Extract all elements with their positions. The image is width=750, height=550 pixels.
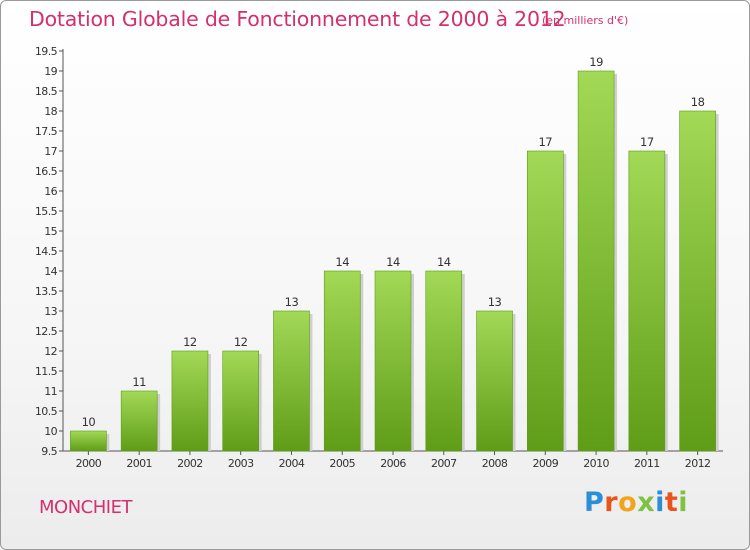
y-tick-label: 14.5 (35, 245, 58, 258)
y-tick-label: 15 (44, 225, 57, 238)
bar-2010 (577, 70, 615, 452)
logo-letter: P (584, 487, 605, 518)
data-label-2012: 18 (691, 95, 705, 109)
x-tick-label: 2008 (482, 457, 508, 470)
logo-letter: x (637, 487, 656, 518)
y-tick-label: 13 (44, 305, 57, 318)
y-tick-label: 10.5 (35, 405, 58, 418)
data-label-2011: 17 (640, 135, 654, 149)
bar-2011 (628, 150, 666, 452)
chart-subtitle: (en milliers d'€) (542, 14, 629, 27)
bar-2008 (476, 310, 513, 452)
y-tick-label: 13.5 (35, 285, 58, 298)
y-tick-label: 12.5 (35, 325, 58, 338)
data-label-2004: 13 (285, 295, 299, 309)
bar-2005 (323, 270, 361, 452)
y-tick-label: 11.5 (35, 365, 58, 378)
data-label-2005: 14 (335, 255, 349, 269)
y-tick-label: 15.5 (35, 205, 58, 218)
bar-2000 (70, 430, 107, 452)
x-tick-label: 2009 (533, 457, 559, 470)
data-label-2001: 11 (132, 375, 146, 389)
logo-letter: o (618, 487, 638, 518)
x-tick-label: 2001 (126, 457, 152, 470)
x-tick-label: 2003 (228, 457, 254, 470)
x-tick-label: 2002 (177, 457, 203, 470)
bar-2006 (374, 270, 412, 452)
y-tick-label: 18.5 (35, 85, 58, 98)
y-tick-label: 14 (44, 265, 57, 278)
y-tick-label: 19.5 (35, 45, 58, 58)
x-tick-label: 2007 (431, 457, 457, 470)
commune-name: MONCHIET (39, 497, 132, 518)
y-tick-label: 16.5 (35, 165, 58, 178)
y-tick-label: 18 (44, 105, 57, 118)
y-tick-label: 16 (44, 185, 57, 198)
y-tick-label: 10 (44, 425, 57, 438)
x-tick-label: 2012 (685, 457, 711, 470)
bar-2012 (679, 110, 716, 452)
data-label-2008: 13 (488, 295, 502, 309)
data-label-2000: 10 (82, 415, 96, 429)
y-tick-label: 17.5 (35, 125, 58, 138)
logo-letter: r (604, 487, 619, 518)
bar-2003 (222, 350, 259, 452)
chart-title: Dotation Globale de Fonctionnement de 20… (29, 7, 566, 31)
y-tick-label: 12 (44, 345, 57, 358)
x-tick-label: 2005 (329, 457, 355, 470)
data-label-2006: 14 (386, 255, 400, 269)
x-tick-label: 2011 (634, 457, 660, 470)
bar-2007 (425, 270, 463, 452)
y-tick-label: 19 (44, 65, 57, 78)
data-label-2003: 12 (234, 335, 248, 349)
x-tick-label: 2006 (380, 457, 406, 470)
data-label-2007: 14 (437, 255, 451, 269)
x-tick-label: 2000 (76, 457, 102, 470)
data-label-2009: 17 (538, 135, 552, 149)
data-label-2002: 12 (183, 335, 197, 349)
data-label-2010: 19 (589, 55, 603, 69)
y-tick-label: 9.5 (41, 445, 57, 458)
y-tick-label: 11 (44, 385, 57, 398)
bar-2004 (273, 310, 310, 452)
y-tick-label: 17 (44, 145, 57, 158)
bar-2009 (527, 150, 564, 452)
proxiti-logo: Proxiti (584, 487, 688, 518)
logo-letter: t (664, 487, 679, 518)
logo-letter: i (655, 487, 665, 518)
bar-2001 (120, 390, 158, 452)
x-tick-label: 2004 (279, 457, 305, 470)
x-tick-label: 2010 (583, 457, 609, 470)
bar-2002 (171, 350, 209, 452)
logo-letter: i (678, 487, 689, 518)
